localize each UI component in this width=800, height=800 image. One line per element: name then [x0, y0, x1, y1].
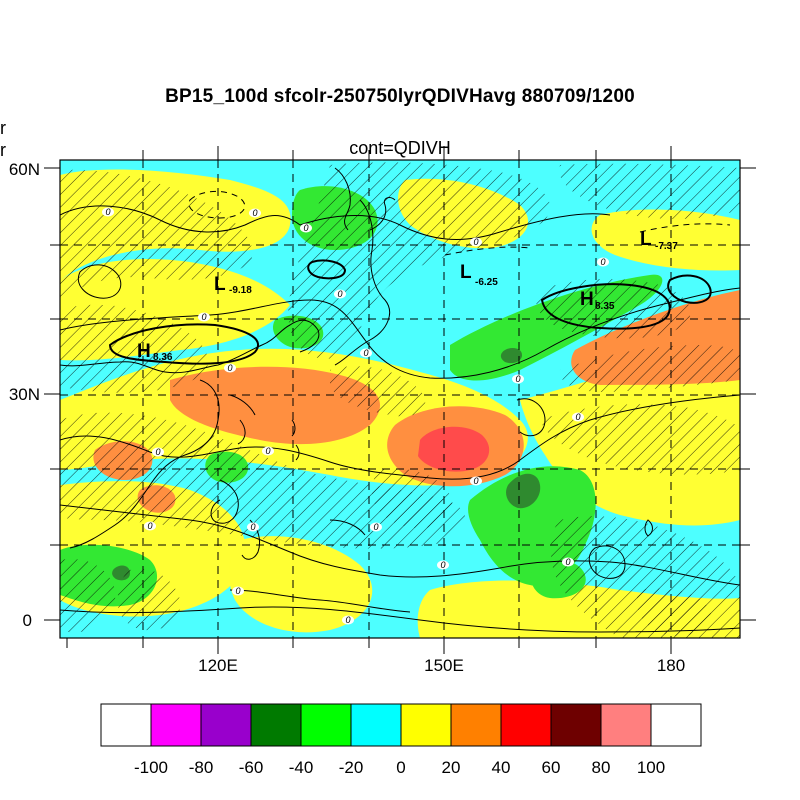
color-bar-label: -100	[134, 758, 168, 777]
contour-label: 0	[303, 223, 308, 233]
color-bar-label: -40	[289, 758, 314, 777]
color-bar-label: 40	[492, 758, 511, 777]
contour-label: 0	[600, 257, 605, 267]
lat-label-30n: 30N	[9, 385, 40, 404]
low-center-value: -9.18	[229, 285, 252, 296]
contour-lines	[60, 205, 740, 633]
pressure-centers: L -9.18 L -6.25 L -7.37 H 8.36 H 8.35	[137, 229, 678, 363]
contour-label: 0	[105, 207, 110, 217]
high-center-value: 8.36	[153, 352, 173, 363]
high-center-value: 8.35	[595, 301, 615, 312]
coastlines	[60, 167, 411, 613]
contour-label: 0	[227, 363, 232, 373]
contour-label: 0	[373, 522, 378, 532]
color-bar-swatch	[300, 703, 352, 747]
color-bar-label: 60	[542, 758, 561, 777]
color-bar-swatch	[550, 703, 602, 747]
color-bar	[100, 703, 702, 747]
contour-label: 0	[473, 476, 478, 486]
contour-label: 0	[201, 312, 206, 322]
color-bar-swatch	[250, 703, 302, 747]
color-bar-swatch	[400, 703, 452, 747]
color-bar-swatch	[350, 703, 402, 747]
color-bar-label: 100	[637, 758, 665, 777]
low-center-value: -6.25	[475, 277, 498, 288]
low-center-marker: L	[640, 229, 652, 250]
high-center-marker: H	[580, 289, 594, 310]
contour-label: 0	[265, 446, 270, 456]
low-center-marker: L	[460, 262, 472, 283]
plot-area: 0 0 0 0 0 0 0 0 0 0 0 0 0 0 0 0 0 0 0 0 …	[60, 160, 740, 638]
color-bar-swatch	[650, 703, 702, 747]
lon-label-150e: 150E	[424, 656, 464, 675]
color-bar-label: 80	[592, 758, 611, 777]
contour-label: 0	[575, 412, 580, 422]
field-yellow-south	[228, 536, 373, 633]
color-bar-label: 0	[396, 758, 405, 777]
lon-label-180: 180	[657, 656, 685, 675]
contour-label: 0	[235, 586, 240, 596]
dashed-contours	[188, 191, 731, 256]
field-dark-green-2	[506, 473, 541, 509]
field-dark-green-1	[500, 347, 522, 364]
high-center-marker: H	[137, 341, 151, 362]
left-cut-label-1: olr	[0, 118, 7, 138]
contour-label: 0	[363, 348, 368, 358]
contour-label: 0	[345, 615, 350, 625]
color-bar-swatch	[600, 703, 652, 747]
low-center-value: -7.37	[655, 241, 678, 252]
map-subtitle: cont=QDIVH	[349, 138, 451, 158]
contour-label: 0	[250, 522, 255, 532]
color-bar-label: -20	[339, 758, 364, 777]
color-bar-label: -60	[239, 758, 264, 777]
contour-label: 0	[155, 447, 160, 457]
color-bar-label: 20	[442, 758, 461, 777]
contour-label: 0	[147, 521, 152, 531]
color-bar-labels: -100 -80 -60 -40 -20 0 20 40 60 80 100	[134, 758, 665, 777]
field-red-core	[418, 426, 490, 472]
low-center-marker: L	[214, 274, 226, 295]
color-bar-swatch	[450, 703, 502, 747]
contour-label: 0	[337, 289, 342, 299]
zero-labels: 0 0 0 0 0 0 0 0 0 0 0 0 0 0 0 0 0 0 0 0 …	[102, 207, 609, 625]
lat-label-60n: 60N	[9, 160, 40, 179]
map-title: BP15_100d sfcolr-250750lyrQDIVHavg 88070…	[165, 86, 635, 107]
color-bar-swatch	[150, 703, 202, 747]
tick-marks	[44, 146, 756, 654]
contour-label: 0	[473, 237, 478, 247]
contour-label: 0	[515, 374, 520, 384]
color-bar-swatch	[500, 703, 552, 747]
contour-label: 0	[440, 560, 445, 570]
plot-frame	[59, 159, 741, 639]
field-yellow-ne	[591, 209, 740, 271]
contour-label: 0	[565, 557, 570, 567]
color-bar-swatch	[100, 703, 152, 747]
lat-label-0: 0	[23, 611, 32, 630]
left-cut-label-2: olr	[0, 140, 7, 160]
color-bar-label: -80	[189, 758, 214, 777]
contour-label: 0	[252, 208, 257, 218]
color-bar-swatch	[200, 703, 252, 747]
lon-label-120e: 120E	[198, 656, 238, 675]
field-orange-central	[170, 366, 380, 445]
